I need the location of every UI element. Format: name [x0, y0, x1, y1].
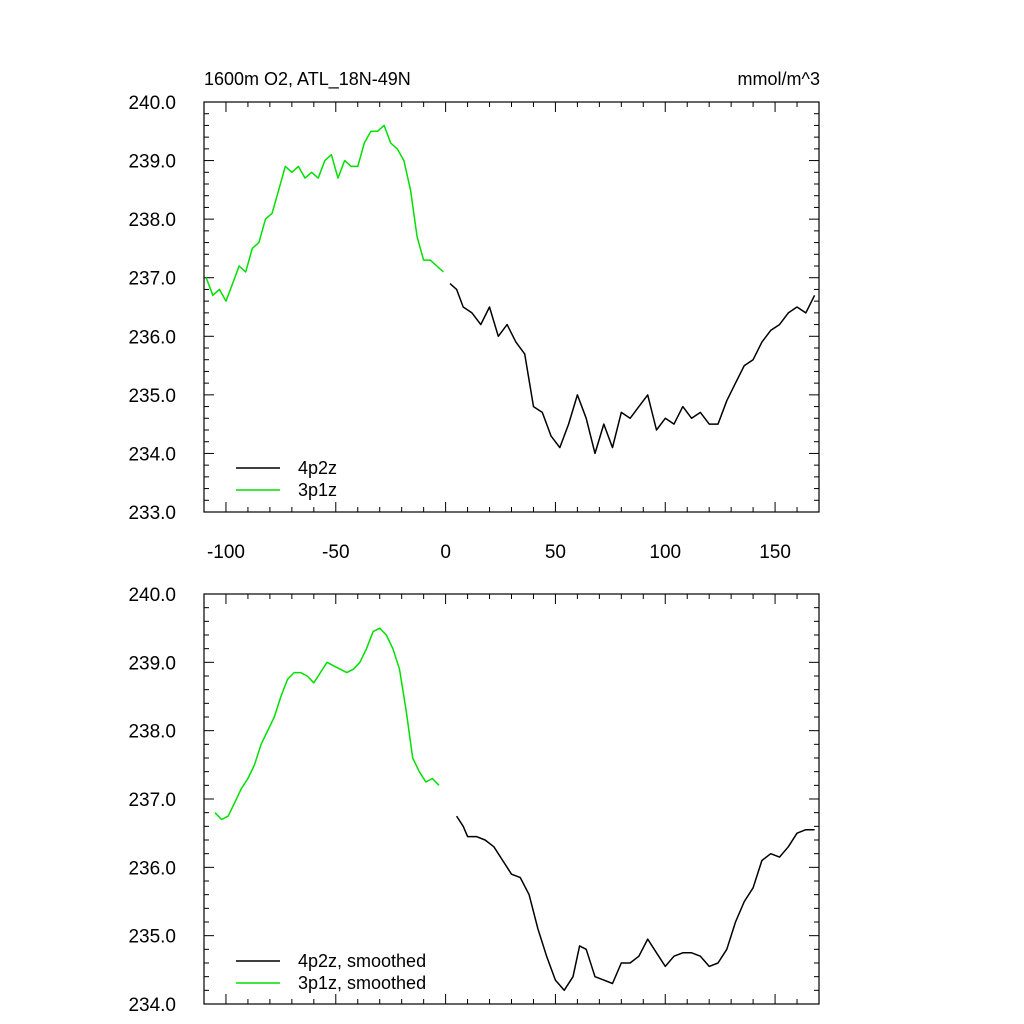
top-series-lines	[205, 124, 816, 455]
top-panel: 1600m O2, ATL_18N-49N mmol/m^3 233.0 234.…	[128, 69, 820, 563]
bottom-tick-labels: 234.0 235.0 236.0 237.0 238.0 239.0 240.0	[128, 585, 176, 1016]
bottom-legend-label-3p1z-smoothed: 3p1z, smoothed	[298, 973, 426, 993]
top-y-tick-label: 234.0	[128, 444, 176, 465]
top-ticks	[203, 101, 820, 513]
bottom-y-tick-label: 235.0	[128, 927, 176, 948]
top-y-tick-label: 240.0	[128, 93, 176, 114]
top-y-tick-label: 237.0	[128, 269, 176, 290]
top-x-tick-label: 150	[759, 542, 791, 563]
bottom-panel: 234.0 235.0 236.0 237.0 238.0 239.0 240.0 4p2z…	[128, 585, 820, 1016]
top-x-tick-label: 50	[545, 542, 566, 563]
top-x-tick-label: 0	[440, 542, 451, 563]
bottom-series-4p2z-smoothed	[455, 815, 815, 992]
top-y-tick-label: 233.0	[128, 503, 176, 524]
bottom-y-tick-label: 236.0	[128, 858, 176, 879]
top-y-tick-label: 236.0	[128, 327, 176, 348]
units-label: mmol/m^3	[738, 69, 820, 89]
chart-title: 1600m O2, ATL_18N-49N	[204, 69, 411, 90]
top-x-tick-label: -50	[322, 542, 349, 563]
bottom-y-tick-label: 240.0	[128, 585, 176, 606]
top-tick-labels: 233.0 234.0 235.0 236.0 237.0 238.0 239.0 240.0…	[128, 93, 790, 563]
top-x-tick-label: 100	[649, 542, 681, 563]
bottom-ticks	[203, 593, 820, 1005]
top-legend-label-3p1z: 3p1z	[298, 480, 337, 500]
bottom-series-3p1z-smoothed	[214, 627, 440, 821]
top-x-tick-label: -100	[207, 542, 245, 563]
bottom-y-tick-label: 238.0	[128, 722, 176, 743]
top-y-tick-label: 235.0	[128, 386, 176, 407]
top-plot-frame	[203, 101, 820, 513]
bottom-plot-frame	[203, 593, 820, 1005]
bottom-legend-label-4p2z-smoothed: 4p2z, smoothed	[298, 951, 426, 971]
bottom-y-tick-label: 239.0	[128, 653, 176, 674]
top-y-tick-label: 238.0	[128, 210, 176, 231]
bottom-y-tick-label: 237.0	[128, 790, 176, 811]
top-series-4p2z	[449, 283, 816, 455]
bottom-series-lines	[214, 627, 815, 992]
top-series-3p1z	[205, 124, 444, 302]
bottom-y-tick-label: 234.0	[128, 995, 176, 1016]
top-y-tick-label: 239.0	[128, 152, 176, 173]
top-legend-label-4p2z: 4p2z	[298, 458, 337, 478]
